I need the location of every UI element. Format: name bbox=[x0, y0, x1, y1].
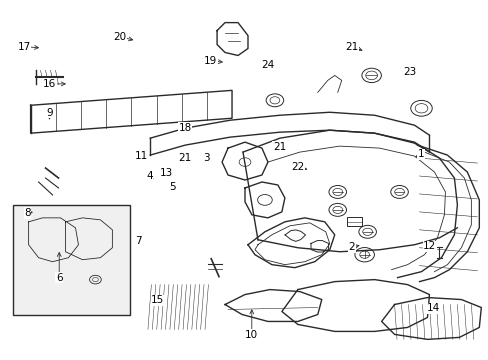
Text: 2: 2 bbox=[348, 242, 354, 252]
Text: 1: 1 bbox=[417, 149, 424, 159]
Text: 23: 23 bbox=[403, 67, 416, 77]
Text: 13: 13 bbox=[160, 168, 173, 178]
Text: 21: 21 bbox=[272, 142, 285, 152]
Text: 3: 3 bbox=[203, 153, 209, 163]
Text: 15: 15 bbox=[151, 295, 164, 305]
Text: 7: 7 bbox=[135, 236, 141, 246]
Text: 24: 24 bbox=[261, 60, 274, 70]
Text: 10: 10 bbox=[245, 330, 258, 340]
Text: 17: 17 bbox=[18, 42, 31, 51]
Bar bbox=[346, 217, 361, 226]
Text: 22: 22 bbox=[291, 162, 304, 172]
Text: 21: 21 bbox=[345, 42, 358, 51]
Text: 4: 4 bbox=[146, 171, 152, 181]
Text: 16: 16 bbox=[43, 79, 56, 89]
Text: 20: 20 bbox=[113, 32, 126, 41]
Text: 11: 11 bbox=[134, 150, 147, 161]
Text: 14: 14 bbox=[426, 303, 439, 314]
Bar bbox=[13, 205, 130, 315]
Text: 8: 8 bbox=[24, 208, 31, 218]
Text: 18: 18 bbox=[178, 123, 191, 133]
Text: 12: 12 bbox=[422, 241, 435, 251]
Text: 9: 9 bbox=[46, 108, 53, 118]
Text: 21: 21 bbox=[178, 153, 191, 163]
Text: 5: 5 bbox=[169, 182, 175, 192]
Text: 6: 6 bbox=[56, 273, 62, 283]
Text: 19: 19 bbox=[203, 56, 217, 66]
